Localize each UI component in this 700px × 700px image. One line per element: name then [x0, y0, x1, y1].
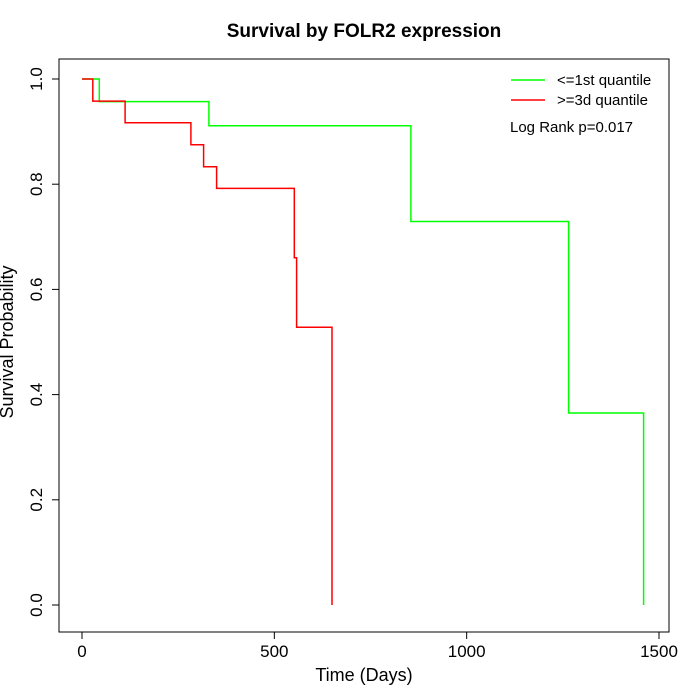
series-line-0: [82, 78, 645, 605]
y-axis-label: Survival Probability: [0, 265, 17, 418]
y-tick-label: 0.2: [27, 488, 46, 512]
legend-label-0: <=1st quantile: [557, 72, 651, 89]
x-tick-label: 1500: [640, 642, 678, 661]
y-tick-label: 0.0: [27, 593, 46, 617]
x-tick-label: 1000: [448, 642, 486, 661]
y-tick-label: 0.8: [27, 172, 46, 196]
plot-area-border: [58, 58, 670, 633]
y-tick-label: 0.6: [27, 278, 46, 302]
y-tick-label: 1.0: [27, 67, 46, 91]
x-axis-label: Time (Days): [315, 665, 412, 685]
series-line-1: [82, 78, 333, 605]
chart-title: Survival by FOLR2 expression: [227, 21, 502, 42]
y-axis-ticks: 0.0 0.2 0.4 0.6 0.8 1.0: [27, 67, 59, 617]
x-axis-ticks: 0 500 1000 1500: [77, 632, 678, 661]
y-tick-label: 0.4: [27, 383, 46, 407]
legend-label-1: >=3d quantile: [557, 92, 648, 109]
legend: <=1st quantile >=3d quantile: [511, 72, 651, 109]
x-tick-label: 500: [260, 642, 288, 661]
x-tick-label: 0: [77, 642, 86, 661]
series-lines: [82, 78, 645, 605]
log-rank-annotation: Log Rank p=0.017: [510, 119, 633, 136]
